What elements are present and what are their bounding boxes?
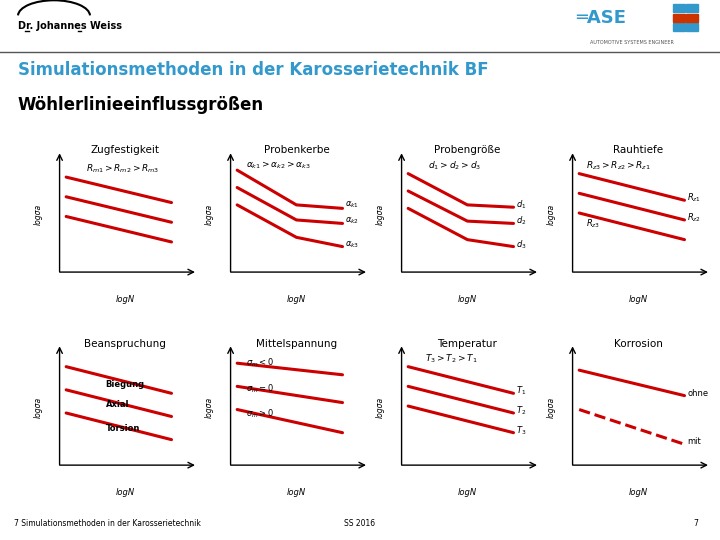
- Bar: [686, 4, 698, 12]
- Text: Biegung: Biegung: [106, 380, 145, 389]
- Text: logN: logN: [287, 295, 306, 304]
- Text: logσa: logσa: [376, 397, 385, 418]
- Text: $R_{m1} > R_{m2} > R_{m3}$: $R_{m1} > R_{m2} > R_{m3}$: [86, 162, 159, 174]
- Text: logσa: logσa: [376, 204, 385, 225]
- Text: $T_2$: $T_2$: [516, 404, 526, 417]
- Text: mit: mit: [687, 437, 701, 447]
- Text: logσa: logσa: [547, 397, 556, 418]
- Text: Dr. Johannes Weiss: Dr. Johannes Weiss: [18, 21, 122, 31]
- Text: 7 Simulationsmethoden in der Karosserietechnik: 7 Simulationsmethoden in der Karosseriet…: [14, 519, 202, 528]
- Text: $T_1$: $T_1$: [516, 384, 526, 397]
- Title: Temperatur: Temperatur: [438, 339, 498, 348]
- Text: $R_{z3} > R_{z2} > R_{z1}$: $R_{z3} > R_{z2} > R_{z1}$: [586, 160, 651, 172]
- Text: $T_3$: $T_3$: [516, 424, 526, 437]
- Text: ohne: ohne: [687, 389, 708, 398]
- Text: $\sigma_m < 0$: $\sigma_m < 0$: [246, 357, 274, 369]
- Text: $T_3 > T_2 > T_1$: $T_3 > T_2 > T_1$: [426, 353, 478, 365]
- Bar: [686, 23, 698, 31]
- Text: $\alpha_{k1}$: $\alpha_{k1}$: [345, 200, 359, 210]
- Text: SS 2016: SS 2016: [344, 519, 376, 528]
- Text: $d_1$: $d_1$: [516, 199, 526, 211]
- Text: logN: logN: [458, 488, 477, 497]
- Text: logN: logN: [629, 488, 648, 497]
- Text: Simulationsmethoden in der Karosserietechnik BF: Simulationsmethoden in der Karosserietec…: [18, 62, 489, 79]
- Text: logN: logN: [116, 488, 135, 497]
- Text: $d_2$: $d_2$: [516, 215, 526, 227]
- Text: ═ASE: ═ASE: [576, 9, 626, 27]
- Text: logσa: logσa: [34, 204, 43, 225]
- Text: 7: 7: [693, 519, 698, 528]
- Text: $R_{z2}$: $R_{z2}$: [687, 211, 701, 224]
- Bar: [673, 4, 685, 12]
- Bar: [673, 23, 685, 31]
- Bar: [686, 14, 698, 22]
- Title: Mittelspannung: Mittelspannung: [256, 339, 337, 348]
- Text: Torsion: Torsion: [106, 423, 140, 433]
- Text: logσa: logσa: [34, 397, 43, 418]
- Text: logN: logN: [629, 295, 648, 304]
- Title: Rauhtiefe: Rauhtiefe: [613, 145, 663, 156]
- Title: Zugfestigkeit: Zugfestigkeit: [91, 145, 160, 156]
- Text: $\alpha_{k1} > \alpha_{k2} > \alpha_{k3}$: $\alpha_{k1} > \alpha_{k2} > \alpha_{k3}…: [246, 160, 311, 171]
- Title: Probenkerbe: Probenkerbe: [264, 145, 329, 156]
- Title: Korrosion: Korrosion: [614, 339, 663, 348]
- Text: logN: logN: [458, 295, 477, 304]
- Text: $R_{z3}$: $R_{z3}$: [586, 217, 600, 230]
- Text: $d_3$: $d_3$: [516, 238, 527, 251]
- Text: logN: logN: [116, 295, 135, 304]
- Text: logN: logN: [287, 488, 306, 497]
- Bar: [673, 14, 685, 22]
- Title: Beanspruchung: Beanspruchung: [84, 339, 166, 348]
- Text: AUTOMOTIVE SYSTEMS ENGINEER: AUTOMOTIVE SYSTEMS ENGINEER: [590, 40, 674, 45]
- Title: Probengröße: Probengröße: [434, 145, 500, 156]
- Text: $d_1 > d_2 > d_3$: $d_1 > d_2 > d_3$: [428, 160, 481, 172]
- Text: logσa: logσa: [205, 397, 214, 418]
- Text: $R_{z1}$: $R_{z1}$: [687, 192, 701, 204]
- Text: $\alpha_{k3}$: $\alpha_{k3}$: [345, 239, 359, 249]
- Text: Axial: Axial: [106, 400, 129, 409]
- Text: Wöhlerlinieeinflussgrößen: Wöhlerlinieeinflussgrößen: [18, 96, 264, 114]
- Text: $\alpha_{k2}$: $\alpha_{k2}$: [345, 216, 359, 226]
- Text: logσa: logσa: [205, 204, 214, 225]
- Text: logσa: logσa: [547, 204, 556, 225]
- Text: $\sigma_m > 0$: $\sigma_m > 0$: [246, 408, 274, 421]
- Text: $\sigma_m = 0$: $\sigma_m = 0$: [246, 382, 274, 395]
